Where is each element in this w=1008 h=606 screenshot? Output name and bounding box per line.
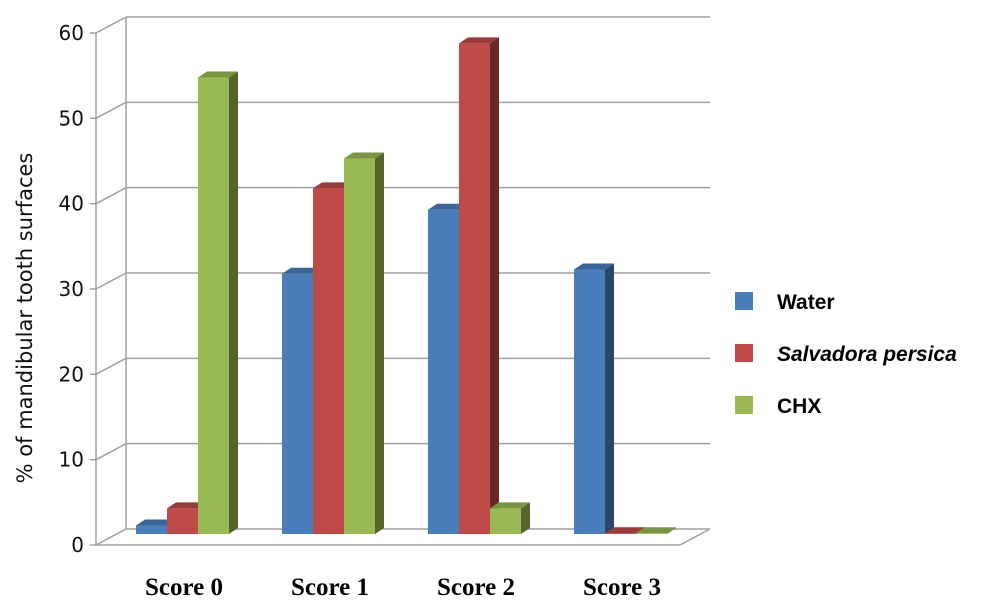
bar-top: [136, 519, 176, 526]
y-tick-label: 10: [59, 448, 84, 472]
gridline-side: [95, 443, 127, 461]
chart-walls: [95, 17, 711, 546]
bar-front: [605, 533, 636, 534]
legend-swatch: [735, 396, 753, 414]
y-axis-ticks: 0 10 20 30 40 50 60: [59, 21, 96, 557]
bar-top: [344, 152, 384, 159]
y-tick-label: 20: [59, 362, 84, 386]
legend-swatch: [735, 292, 753, 310]
bar-chx-score-1: [344, 152, 384, 535]
legend-item: Salvadora persica: [735, 343, 957, 366]
x-category-label: Score 1: [291, 574, 369, 601]
bar-top: [490, 502, 530, 509]
bar-front: [198, 77, 229, 534]
bar-side: [375, 152, 384, 535]
gridline-side: [95, 101, 127, 119]
bar-top: [282, 267, 322, 274]
gridline-side: [95, 16, 127, 34]
bar-top: [605, 527, 645, 534]
bar-front: [574, 269, 605, 534]
bar-side: [605, 263, 614, 534]
bar-side: [521, 502, 530, 534]
bar-front: [490, 508, 521, 534]
gridline-side: [95, 357, 127, 375]
x-category-label: Score 2: [437, 574, 515, 601]
bar-water-score-3: [574, 263, 614, 534]
legend-label: Salvadora persica: [777, 343, 957, 366]
bar-top: [428, 203, 468, 210]
y-tick-label: 60: [59, 21, 84, 45]
x-category-label: Score 0: [145, 574, 223, 601]
bar-top: [198, 71, 238, 78]
legend-label: Water: [777, 291, 835, 314]
y-tick-label: 40: [59, 192, 84, 216]
gridline-side: [95, 272, 127, 290]
bar-chx-score-2: [490, 502, 530, 534]
bar-front: [167, 508, 198, 534]
x-category-label: Score 3: [583, 574, 661, 601]
bar-front: [136, 525, 167, 534]
bar-chx-score-3: [636, 527, 676, 534]
bar-side: [229, 71, 238, 534]
bar-front: [282, 273, 313, 534]
legend-label: CHX: [777, 395, 821, 418]
y-tick-label: 0: [71, 533, 84, 557]
bar-front: [428, 209, 459, 534]
bar-front: [344, 158, 375, 535]
gridline-side: [95, 528, 127, 546]
bar-top: [459, 37, 499, 44]
legend-item: CHX: [735, 395, 821, 418]
bar-chx-score-0: [198, 71, 238, 534]
bar-top: [574, 263, 614, 270]
y-tick-label: 50: [59, 106, 84, 130]
bar-top: [313, 182, 353, 189]
gridlines: [95, 16, 710, 546]
bar-salvadora-persica-score-2: [459, 37, 499, 534]
bar-front: [313, 188, 344, 534]
bar-side: [667, 527, 676, 534]
y-tick-label: 30: [59, 277, 84, 301]
legend-swatch: [735, 344, 753, 362]
bar-front: [459, 43, 490, 534]
legend-item: Water: [735, 291, 835, 314]
x-axis-labels: Score 0 Score 1 Score 2 Score 3: [145, 574, 661, 601]
bars: [136, 37, 676, 535]
y-axis-label: % of mandibular tooth surfaces: [13, 153, 37, 484]
bar-top: [167, 502, 207, 509]
bar-top: [636, 527, 676, 534]
floor-right-edge: [679, 528, 711, 546]
gridline-side: [95, 187, 127, 205]
legend: Water Salvadora persica CHX: [735, 291, 957, 418]
bar-front: [636, 533, 667, 534]
bar-side: [490, 37, 499, 534]
